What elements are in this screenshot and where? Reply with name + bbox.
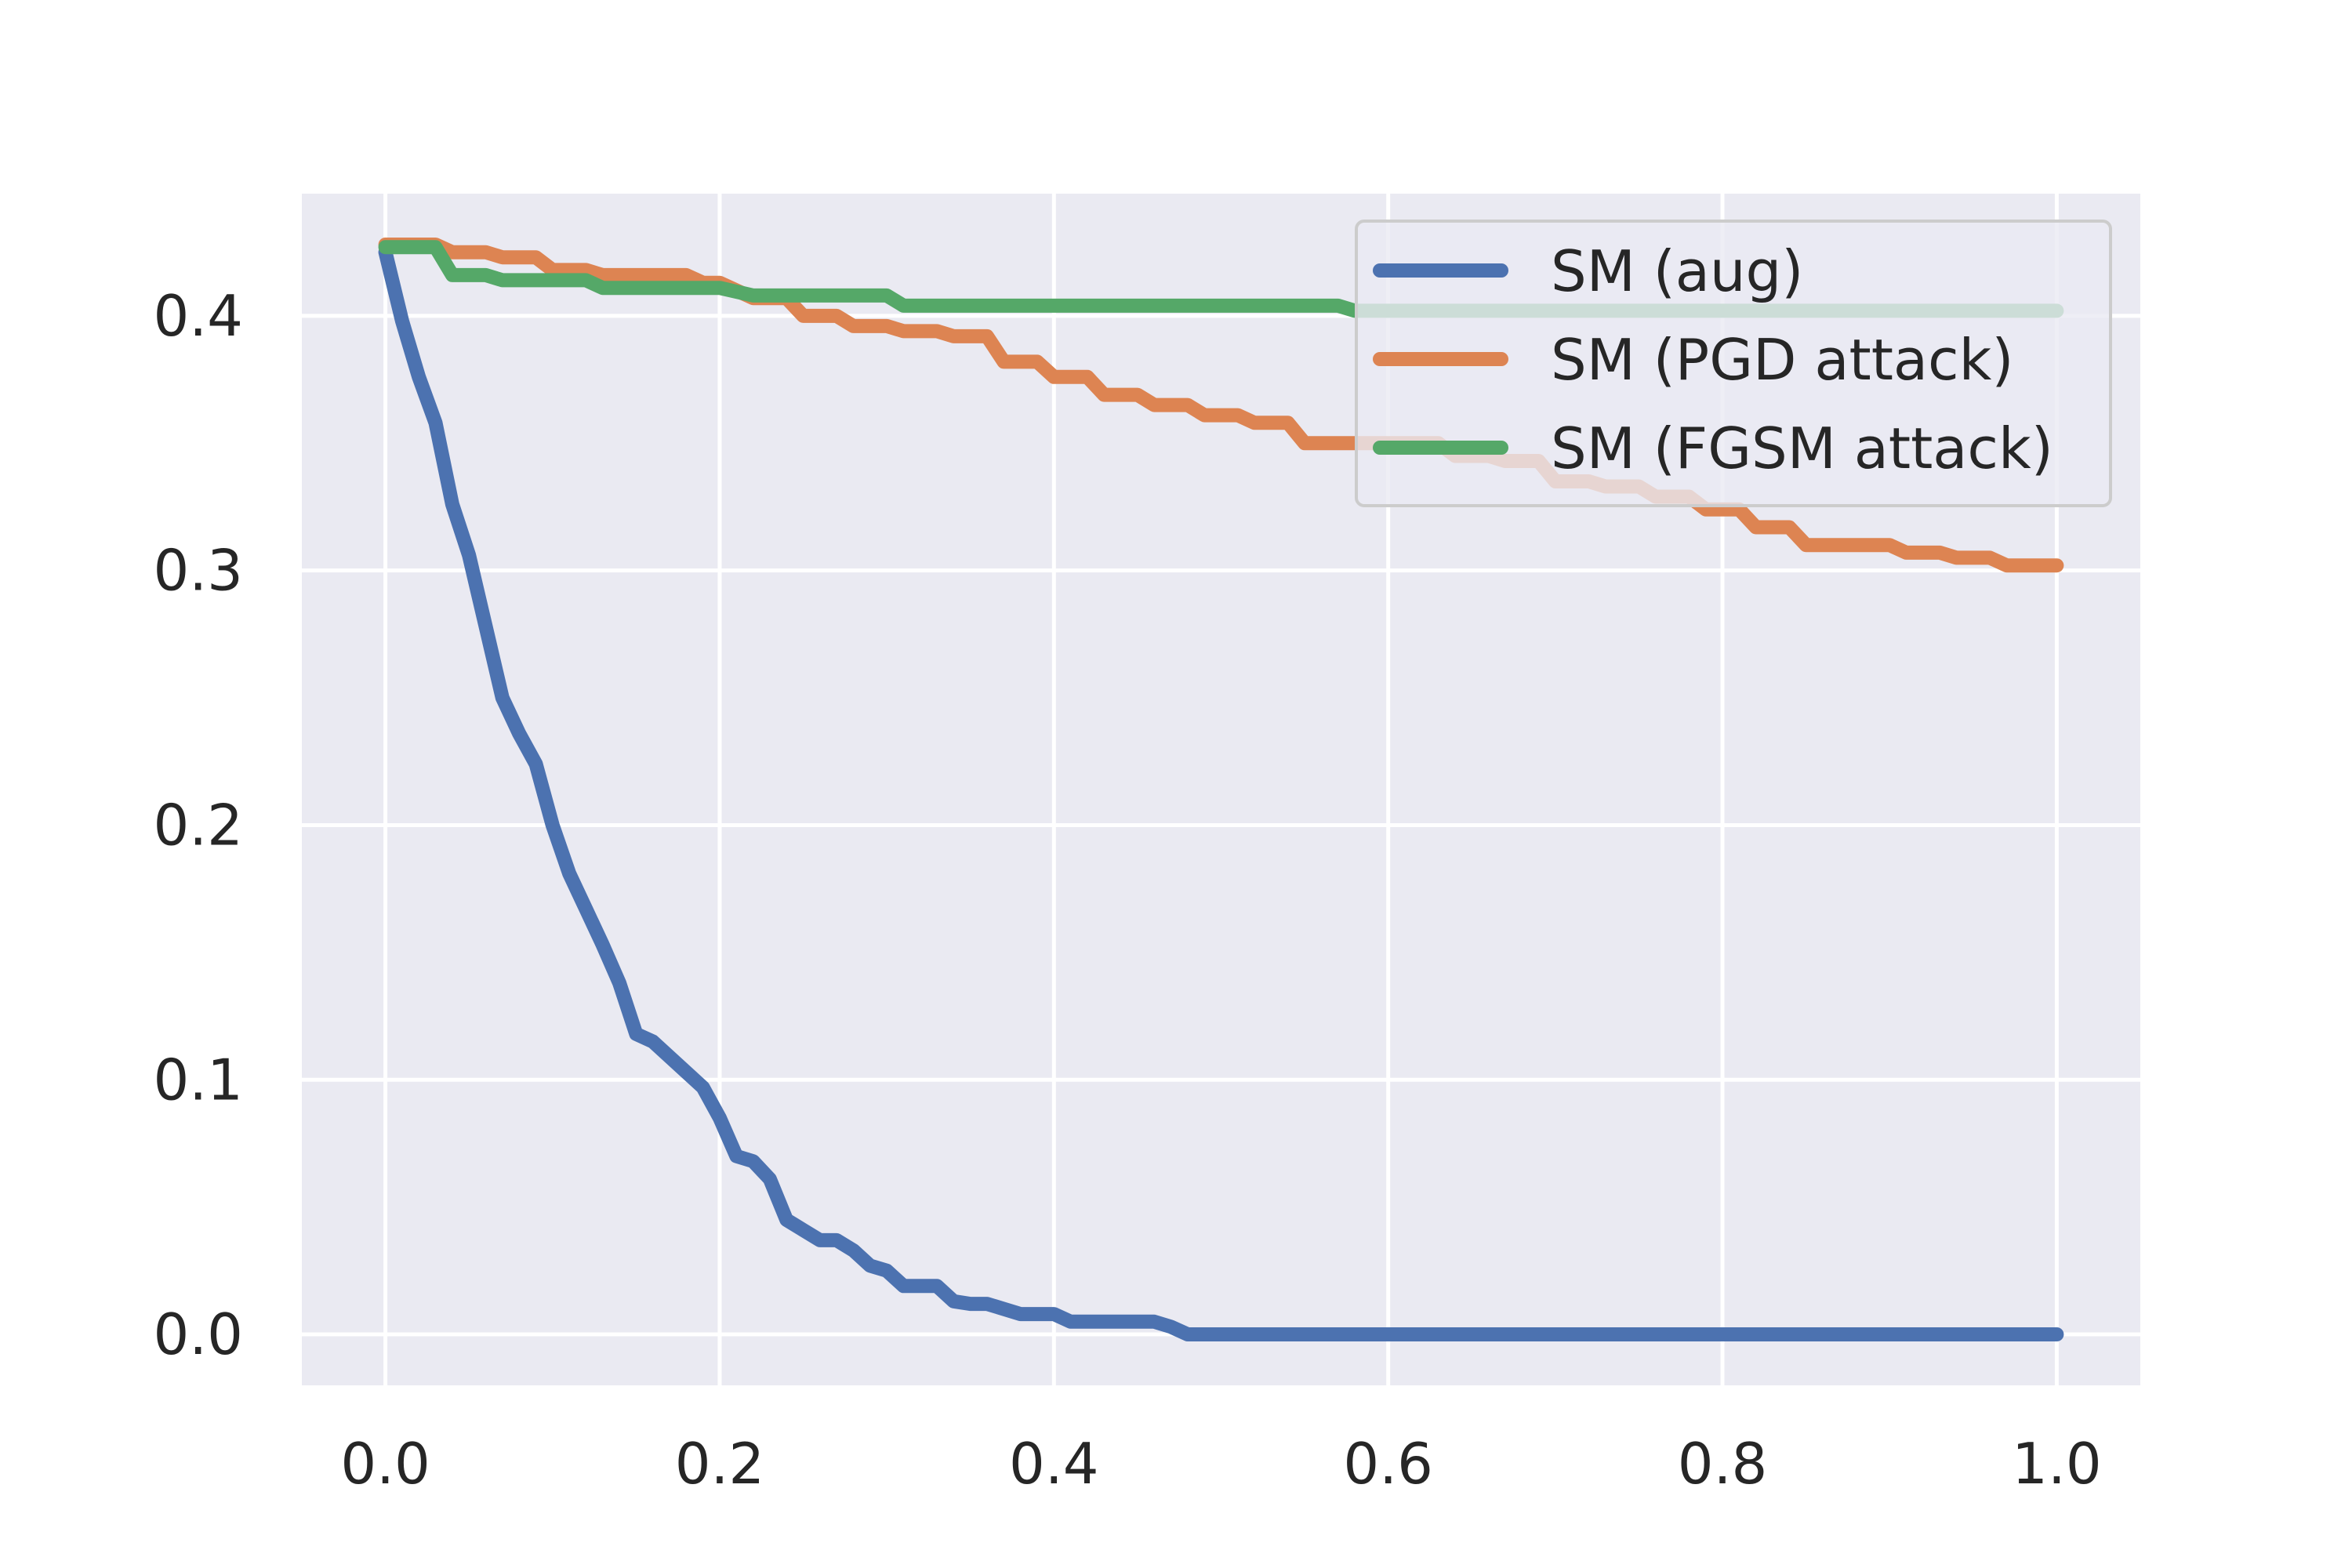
x-tick-label: 0.2 <box>675 1431 765 1497</box>
x-tick-label: 1.0 <box>2012 1431 2102 1497</box>
y-tick-label: 0.0 <box>153 1301 243 1367</box>
y-tick-labels: 0.0 0.1 0.2 0.3 0.4 <box>153 283 243 1367</box>
series-line-3 <box>378 240 2064 318</box>
x-tick-label: 0.4 <box>1009 1431 1099 1497</box>
y-tick-label: 0.2 <box>153 792 243 858</box>
x-tick-label: 0.0 <box>340 1431 430 1497</box>
legend: SM (aug) SM (PGD attack) SM (FGSM attack) <box>1355 220 2112 507</box>
series-line-2 <box>378 238 2064 573</box>
x-tick-label: 0.8 <box>1678 1431 1768 1497</box>
legend-label-3: SM (FGSM attack) <box>1551 416 2053 481</box>
series-line-1 <box>378 245 2064 1341</box>
y-tick-label: 0.1 <box>153 1047 243 1112</box>
x-tick-labels: 0.0 0.2 0.4 0.6 0.8 1.0 <box>340 1431 2101 1497</box>
y-tick-label: 0.4 <box>153 283 243 349</box>
series-lines <box>378 238 2064 1341</box>
y-tick-label: 0.3 <box>153 538 243 604</box>
legend-label-1: SM (aug) <box>1551 238 1803 304</box>
x-tick-label: 0.6 <box>1343 1431 1433 1497</box>
legend-box <box>1355 220 2112 507</box>
legend-label-2: SM (PGD attack) <box>1551 327 2013 393</box>
